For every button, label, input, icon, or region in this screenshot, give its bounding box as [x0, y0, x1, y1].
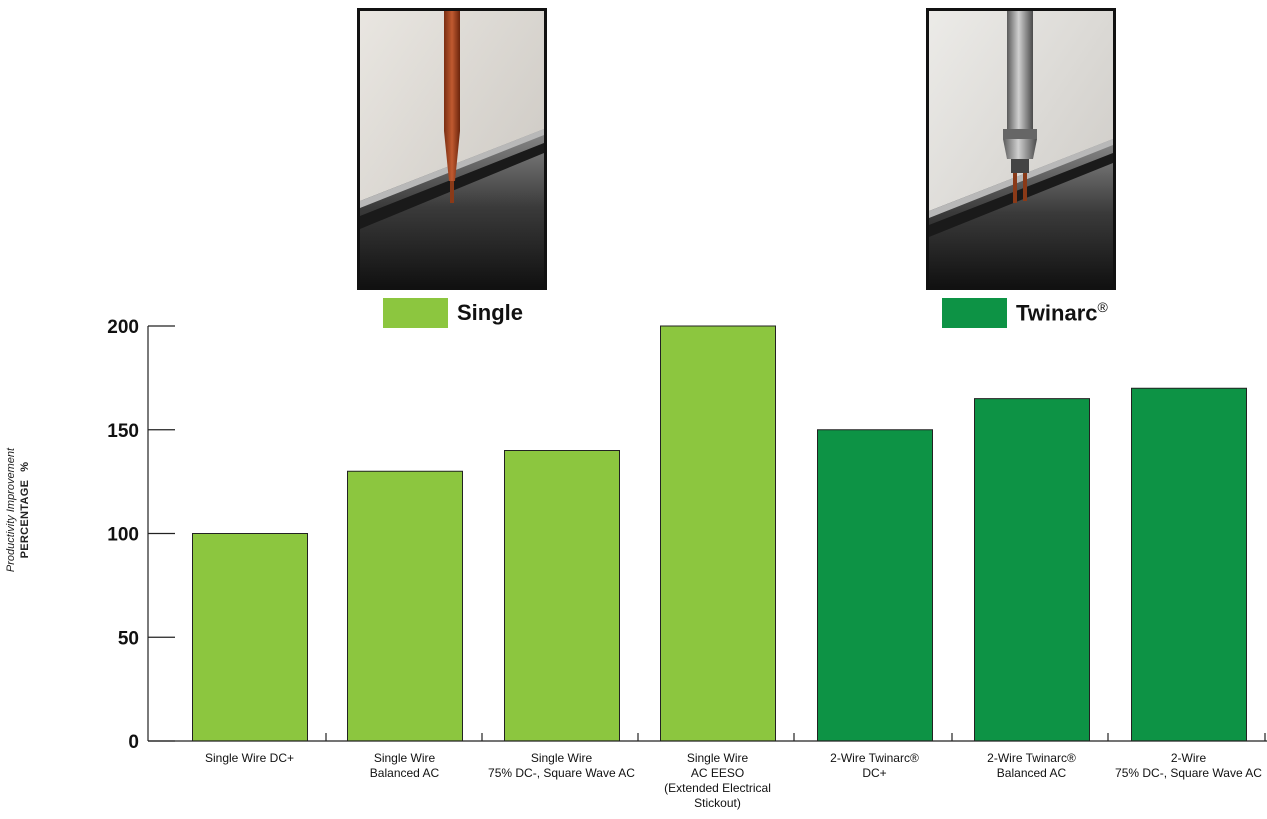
- legend-twinarc: Twinarc®: [942, 298, 1108, 328]
- legend-single-label: Single: [457, 300, 524, 325]
- legend-single: Single: [383, 298, 523, 328]
- x-tick-label-0: Single Wire DC+: [205, 751, 294, 765]
- x-tick-label-5-line-0: 2-Wire Twinarc®: [987, 751, 1076, 765]
- x-tick-label-6-line-1: 75% DC-, Square Wave AC: [1115, 766, 1262, 780]
- bar-single-1: [347, 470, 463, 742]
- x-tick-label-6: 2-Wire 75% DC-, Square Wave AC: [1115, 751, 1262, 780]
- bar-twinarc-5: [974, 398, 1090, 742]
- x-tick-label-3-line-2: (Extended Electrical: [664, 781, 771, 795]
- y-axis-label-unit: %: [19, 461, 31, 472]
- x-tick-label-1-line-0: Single Wire: [374, 751, 436, 765]
- y-axis-label-main: PERCENTAGE: [19, 479, 31, 559]
- legend-twinarc-mark: ®: [1097, 299, 1108, 316]
- legend-single-swatch: [383, 298, 448, 328]
- single-wire-photo: [357, 8, 547, 290]
- x-tick-label-2-line-0: Single Wire: [531, 751, 593, 765]
- bar-single-2: [504, 450, 620, 742]
- bar-twinarc-4: [817, 429, 933, 742]
- y-axis-label: Productivity Improvement PERCENTAGE%: [4, 410, 32, 610]
- x-tick-label-4: 2-Wire Twinarc® DC+: [830, 751, 919, 780]
- x-tick-label-3: Single Wire AC EESO (Extended Electrical St…: [664, 751, 771, 810]
- legend-twinarc-text: Twinarc: [1016, 300, 1098, 326]
- x-tick-label-5-line-1: Balanced AC: [997, 766, 1067, 780]
- x-tick-label-3-line-0: Single Wire: [687, 751, 749, 765]
- y-axis-label-line1: Productivity Improvement: [5, 447, 17, 573]
- bar-single-0: [192, 533, 308, 742]
- x-tick-label-1: Single Wire Balanced AC: [370, 751, 440, 780]
- bar-single-3: [660, 325, 776, 742]
- x-tick-label-3-line-3: Stickout): [694, 796, 741, 810]
- y-tick-label-200: 200: [107, 317, 139, 338]
- x-tick-label-2-line-1: 75% DC-, Square Wave AC: [488, 766, 635, 780]
- y-tick-label-150: 150: [107, 421, 139, 442]
- y-tick-label-50: 50: [118, 628, 139, 649]
- bar-twinarc-6: [1131, 387, 1247, 742]
- x-tick-label-5: 2-Wire Twinarc® Balanced AC: [987, 751, 1076, 780]
- legend-twinarc-label: Twinarc®: [1016, 299, 1108, 326]
- x-tick-label-4-line-0: 2-Wire Twinarc®: [830, 751, 919, 765]
- twinarc-photo: [926, 8, 1116, 290]
- legend-twinarc-swatch: [942, 298, 1007, 328]
- x-tick-label-4-line-1: DC+: [862, 766, 886, 780]
- x-tick-label-0-line-0: Single Wire DC+: [205, 751, 294, 765]
- x-tick-label-6-line-0: 2-Wire: [1171, 751, 1207, 765]
- x-tick-label-1-line-1: Balanced AC: [370, 766, 440, 780]
- y-tick-label-100: 100: [107, 525, 139, 546]
- x-tick-label-3-line-1: AC EESO: [691, 766, 744, 780]
- y-tick-label-0: 0: [128, 732, 139, 753]
- y-axis-label-line2: PERCENTAGE%: [18, 410, 32, 610]
- x-tick-label-2: Single Wire 75% DC-, Square Wave AC: [488, 751, 635, 780]
